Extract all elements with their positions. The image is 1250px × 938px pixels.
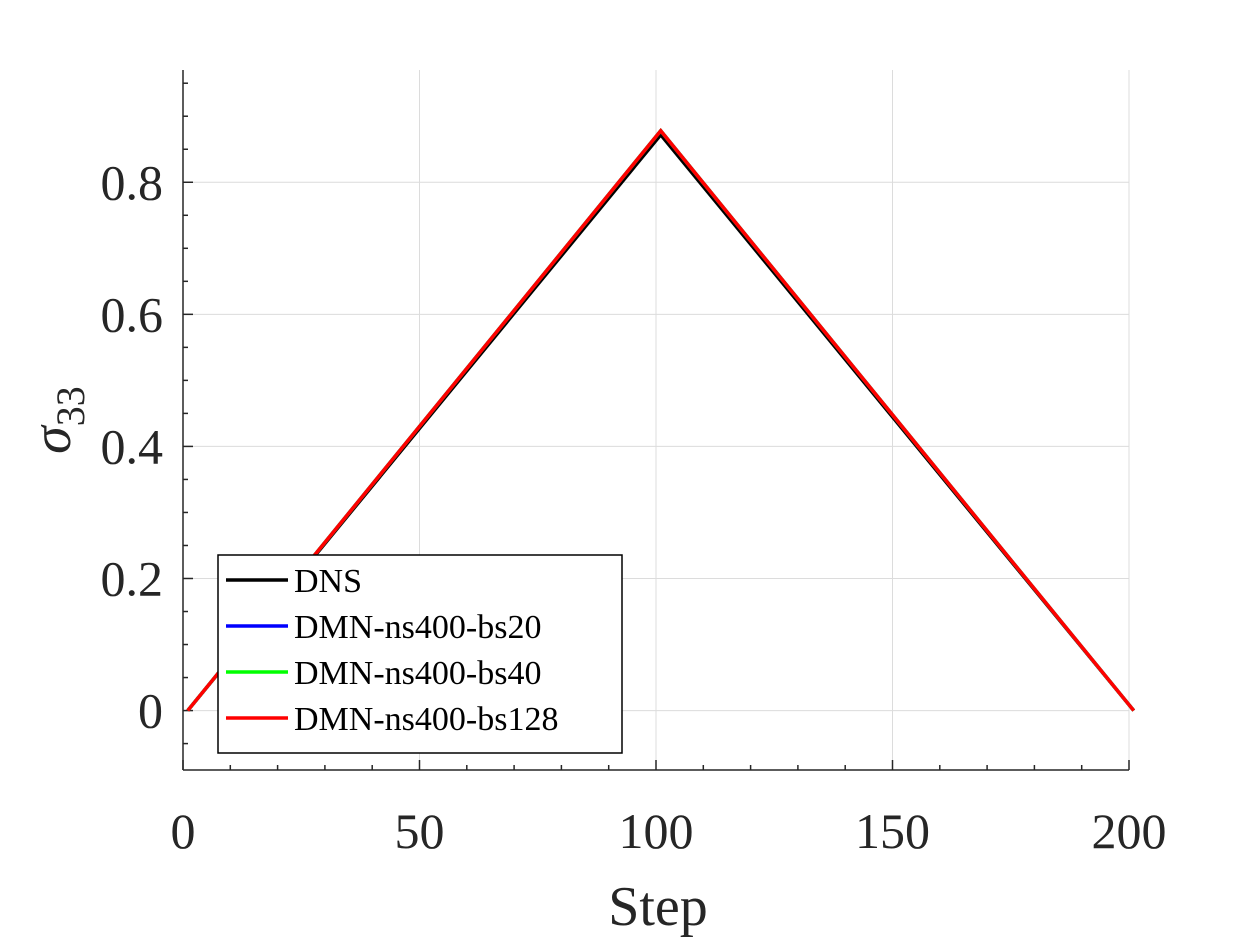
ticks <box>182 82 1130 770</box>
y-axis-title-sub: 33 <box>48 386 93 426</box>
y-axis-title: σ33 <box>21 386 93 454</box>
x-tick-label: 50 <box>395 803 445 859</box>
x-axis-title: Step <box>608 876 708 938</box>
legend-label: DMN-ns400-bs40 <box>294 655 541 692</box>
x-tick-label: 150 <box>855 803 930 859</box>
legend-label: DMN-ns400-bs128 <box>294 701 558 738</box>
y-tick-label: 0.6 <box>101 286 164 342</box>
legend-box <box>217 554 623 754</box>
y-tick-label: 0 <box>138 683 163 739</box>
legend-label: DMN-ns400-bs20 <box>294 609 541 646</box>
x-tick-label: 100 <box>619 803 694 859</box>
series-line-dmn-ns400-bs128 <box>186 127 1136 712</box>
y-tick-label: 0.2 <box>101 550 164 606</box>
y-tick-label: 0.8 <box>101 154 164 210</box>
y-tick-label: 0.4 <box>101 418 164 474</box>
tick-labels: 0 50 100 150 200 0 0.2 0.4 0.6 0.8 <box>101 154 1167 859</box>
x-tick-label: 0 <box>171 803 196 859</box>
legend-label: DNS <box>294 563 362 600</box>
y-axis-title-base: σ <box>21 424 83 454</box>
x-tick-label: 200 <box>1092 803 1167 859</box>
series-lines <box>186 127 1136 712</box>
legend: DNS DMN-ns400-bs20 DMN-ns400-bs40 DMN-ns400… <box>217 554 623 754</box>
